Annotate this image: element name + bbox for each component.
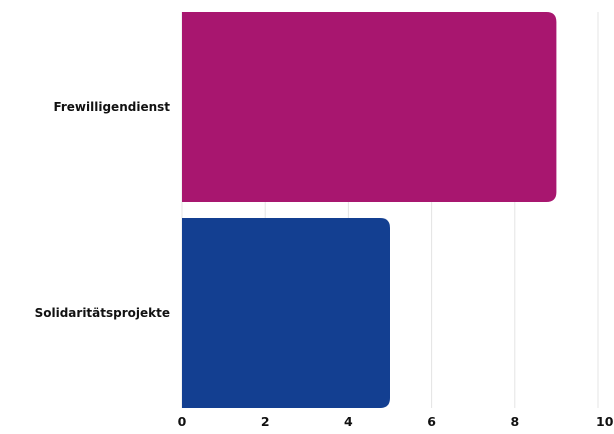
x-tick-label: 0 [178, 414, 187, 429]
x-tick-label: 10 [596, 414, 614, 429]
x-tick-label: 4 [344, 414, 353, 429]
bars [182, 12, 557, 408]
x-axis-ticks: 0 2 4 6 8 10 [178, 414, 614, 429]
category-labels: Frewilligendienst Solidaritätsprojekte [35, 100, 171, 320]
bar-frewilligendienst [182, 12, 557, 202]
x-tick-label: 2 [261, 414, 270, 429]
x-tick-label: 8 [510, 414, 519, 429]
category-label: Frewilligendienst [53, 100, 170, 114]
category-label: Solidaritätsprojekte [35, 306, 170, 320]
bar-solidarit-tsprojekte [182, 218, 390, 408]
x-tick-label: 6 [427, 414, 436, 429]
